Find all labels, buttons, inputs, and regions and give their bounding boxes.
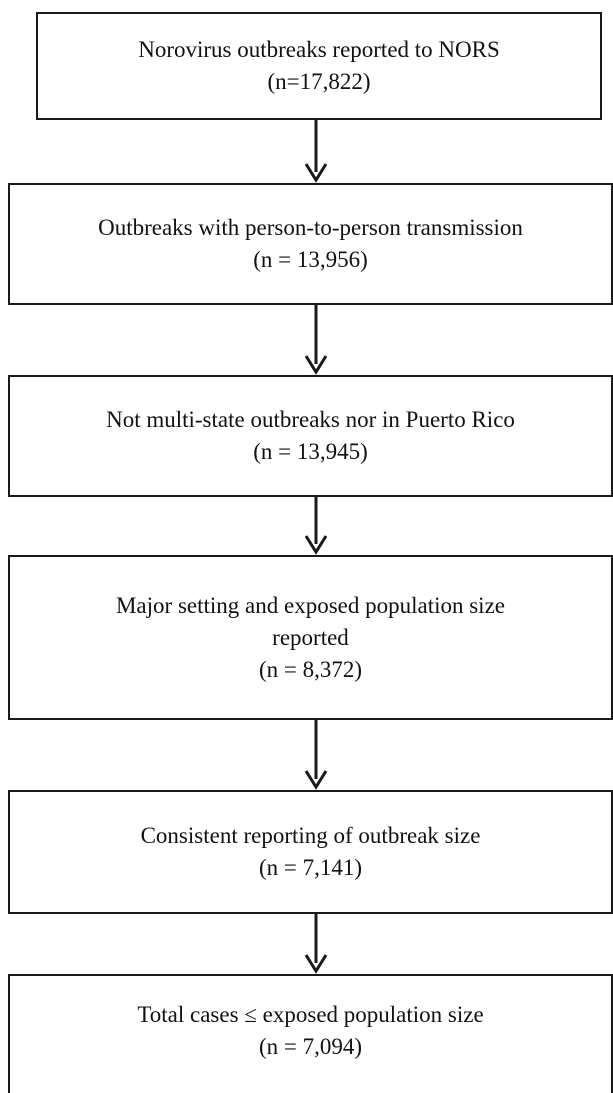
- flow-arrow-down: [304, 720, 328, 790]
- flow-arrow-down: [304, 305, 328, 375]
- step-label: Outbreaks with person-to-person transmis…: [98, 215, 523, 240]
- step-label: Consistent reporting of outbreak size: [140, 823, 481, 848]
- flow-arrow-down: [304, 914, 328, 974]
- flowchart-box-total-cases: Total cases ≤ exposed population size (n…: [8, 974, 613, 1093]
- step-count: (n=17,822): [267, 69, 371, 94]
- flowchart-box-not-multistate: Not multi-state outbreaks nor in Puerto …: [8, 375, 613, 497]
- step-label-line2: reported: [272, 624, 349, 650]
- step-count: (n = 7,094): [258, 1033, 363, 1059]
- step-label: Not multi-state outbreaks nor in Puerto …: [106, 407, 515, 432]
- step-count: (n = 7,141): [258, 855, 363, 880]
- flowchart-box-person-to-person: Outbreaks with person-to-person transmis…: [8, 183, 613, 305]
- step-label: Norovirus outbreaks reported to NORS: [138, 37, 500, 62]
- flow-arrow-down: [304, 120, 328, 183]
- flow-arrow-down: [304, 497, 328, 555]
- step-count: (n = 13,956): [253, 247, 368, 272]
- step-count: (n = 8,372): [258, 656, 363, 682]
- step-label: Total cases ≤ exposed population size: [137, 1001, 484, 1027]
- flowchart-box-nors-outbreaks: Norovirus outbreaks reported to NORS (n=…: [36, 12, 602, 120]
- step-label-line1: Major setting and exposed population siz…: [115, 592, 505, 618]
- flowchart-box-consistent-reporting: Consistent reporting of outbreak size (n…: [8, 790, 613, 914]
- flowchart-box-setting-population: Major setting and exposed population siz…: [8, 555, 613, 720]
- step-count: (n = 13,945): [253, 439, 368, 464]
